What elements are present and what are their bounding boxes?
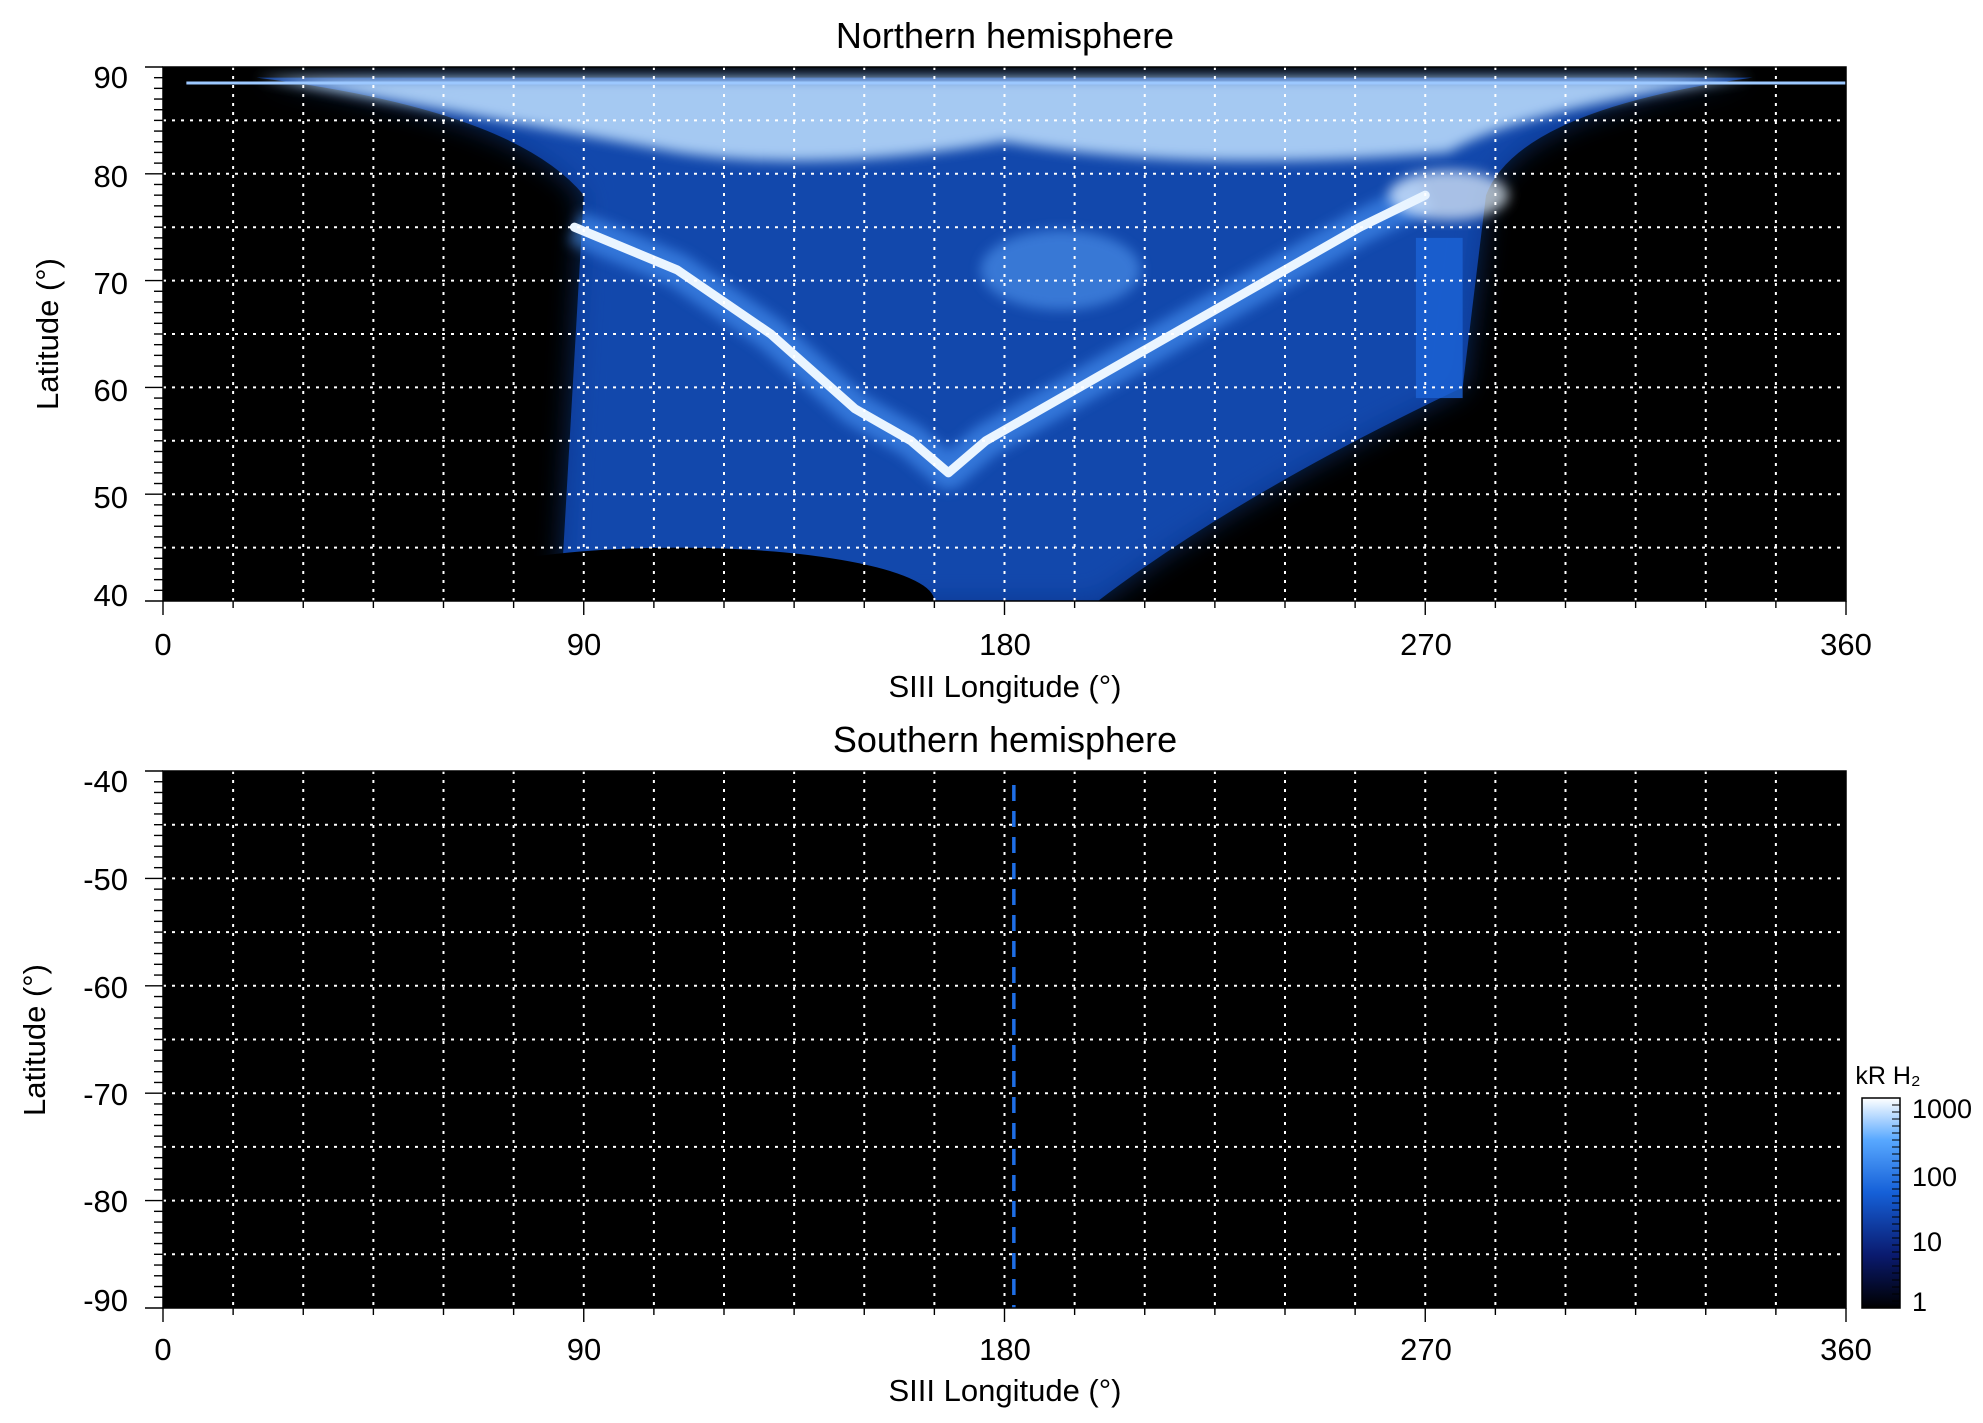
south-title: Southern hemisphere [833,719,1177,760]
south-x-axis-label: SIII Longitude (°) [889,1373,1122,1408]
north-ytick-label: 90 [94,60,128,95]
colorbar-minor-ticks [1892,1097,1900,1309]
north-occulted-area [420,547,935,601]
south-ytick-label: -90 [83,1283,128,1318]
north-polar-cap [256,77,1753,161]
north-dim-strip [1415,237,1463,399]
south-xtick-label: 270 [1400,1332,1452,1367]
south-y-ticks: -40 -50 -60 -70 -80 -90 [83,764,128,1318]
colorbar-tick-label: 1 [1912,1287,1927,1317]
north-x-axis-label: SIII Longitude (°) [889,669,1122,704]
north-grid [163,67,1846,601]
south-xtick-label: 360 [1820,1332,1872,1367]
south-ytick-label: -60 [83,970,128,1005]
south-grid [163,771,1846,1308]
north-bright-patch [1388,170,1509,221]
north-xtick-label: 0 [154,627,171,662]
south-ytick-label: -50 [83,862,128,897]
north-x-ticks: 0 90 180 270 360 [154,627,1871,662]
south-ytick-label: -80 [83,1184,128,1219]
south-y-axis-label: Latitude (°) [17,964,52,1116]
south-ytick-label: -70 [83,1077,128,1112]
south-minor-ticks [145,770,1847,1322]
northern-panel: Northern hemisphere 40 50 60 70 80 90 0 … [30,15,1872,704]
south-x-ticks: 0 90 180 270 360 [154,1332,1871,1367]
north-ytick-label: 70 [94,266,128,301]
north-title: Northern hemisphere [836,15,1174,56]
south-xtick-label: 0 [154,1332,171,1367]
north-xtick-label: 270 [1400,627,1452,662]
north-main-oval [569,190,1430,478]
north-ytick-label: 80 [94,159,128,194]
colorbar: kR H₂ 1000 100 10 1 [1855,1062,1972,1317]
north-interior-patch [980,229,1141,310]
north-y-ticks: 40 50 60 70 80 90 [94,60,128,613]
south-xtick-label: 90 [567,1332,601,1367]
north-y-axis-label: Latitude (°) [30,258,65,410]
colorbar-tick-label: 100 [1912,1162,1957,1192]
colorbar-label: kR H₂ [1855,1062,1920,1090]
north-ytick-label: 50 [94,480,128,515]
north-xtick-label: 180 [979,627,1031,662]
north-ytick-label: 40 [94,578,128,613]
southern-panel: Southern hemisphere -40 -50 -60 -70 -80 … [17,719,1872,1408]
colorbar-tick-label: 10 [1912,1227,1942,1257]
north-xtick-label: 90 [567,627,601,662]
colorbar-tick-label: 1000 [1912,1094,1972,1124]
north-minor-ticks [145,66,1847,615]
north-ytick-label: 60 [94,373,128,408]
south-xtick-label: 180 [979,1332,1031,1367]
north-xtick-label: 360 [1820,627,1872,662]
south-ytick-label: -40 [83,764,128,799]
